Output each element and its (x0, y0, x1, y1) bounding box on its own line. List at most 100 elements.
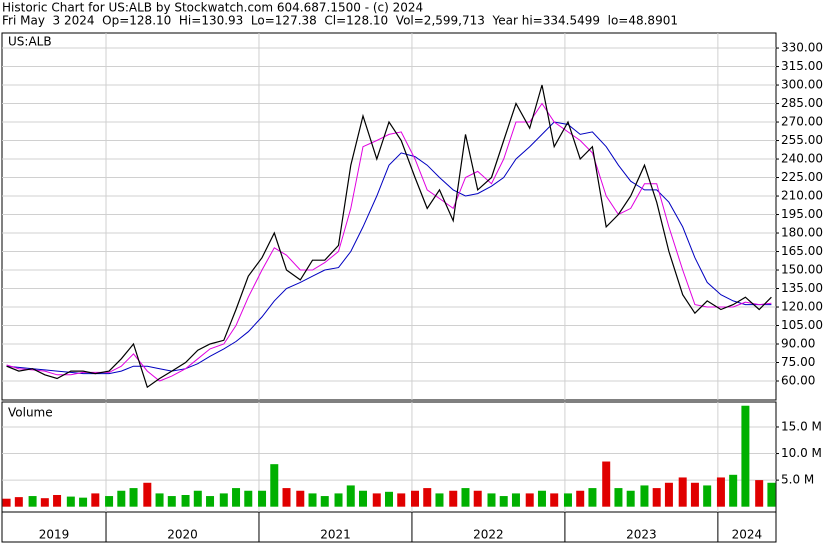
volume-bar (53, 494, 62, 507)
volume-bar (602, 461, 611, 507)
volume-bar (181, 494, 190, 507)
y-tick-label: 105.00 (781, 318, 823, 332)
volume-bar (79, 497, 88, 507)
y-tick-label: 165.00 (781, 244, 823, 258)
volume-bar (755, 480, 764, 507)
volume-bar (91, 493, 100, 507)
volume-bar (652, 488, 661, 507)
volume-bar (358, 490, 367, 507)
volume-bar (14, 497, 23, 507)
y-tick-label: 180.00 (781, 226, 823, 240)
volume-bar (2, 498, 11, 507)
y-tick-label: 195.00 (781, 207, 823, 221)
volume-bar (511, 493, 520, 507)
volume-bar (435, 493, 444, 507)
y-tick-label: 60.00 (781, 374, 815, 388)
y-tick-label: 5.0 M (781, 473, 814, 487)
volume-bar (678, 477, 687, 507)
symbol-label: US:ALB (8, 35, 52, 49)
volume-bar (640, 485, 649, 507)
volume-bar (487, 493, 496, 507)
volume-bar (716, 477, 725, 507)
volume-bar (308, 493, 317, 507)
volume-bar (411, 490, 420, 507)
price-panel (1, 32, 777, 401)
volume-bar (346, 485, 355, 507)
volume-bar (320, 496, 329, 507)
y-tick-label: 225.00 (781, 170, 823, 184)
chart-title: Historic Chart for US:ALB by Stockwatch.… (2, 1, 423, 15)
volume-bar (244, 490, 253, 507)
volume-bar (741, 405, 750, 507)
volume-bar (155, 493, 164, 507)
volume-bar (206, 496, 215, 507)
y-tick-label: 330.00 (781, 41, 823, 55)
quote-line: Fri May 3 2024 Op=128.10 Hi=130.93 Lo=12… (2, 14, 678, 28)
volume-bar (703, 485, 712, 507)
volume-bar (143, 482, 152, 507)
y-tick-label: 10.0 M (781, 446, 822, 460)
volume-bar (499, 496, 508, 507)
volume-bar (334, 493, 343, 507)
volume-bar (588, 488, 597, 507)
y-tick-label: 75.00 (781, 355, 815, 369)
volume-bar (626, 490, 635, 507)
volume-bar (767, 482, 776, 507)
volume-bar (449, 490, 458, 507)
x-tick-label: 2020 (167, 528, 198, 542)
volume-bar (270, 464, 279, 507)
x-tick-label: 2021 (320, 528, 351, 542)
date-axis (1, 511, 777, 543)
volume-bar (729, 474, 738, 507)
y-tick-label: 240.00 (781, 152, 823, 166)
volume-bar (690, 482, 699, 507)
volume-bar (372, 493, 381, 507)
volume-bar (28, 496, 37, 507)
volume-bar (40, 498, 49, 507)
y-tick-label: 15.0 M (781, 419, 822, 433)
x-tick-label: 2022 (473, 528, 504, 542)
volume-bar (563, 493, 572, 507)
volume-bar (193, 490, 202, 507)
volume-bar (258, 490, 267, 507)
volume-bar (397, 493, 406, 507)
volume-bar (167, 496, 176, 507)
volume-bar (537, 490, 546, 507)
y-tick-label: 120.00 (781, 300, 823, 314)
y-tick-label: 255.00 (781, 133, 823, 147)
y-tick-label: 135.00 (781, 281, 823, 295)
x-tick-label: 2023 (626, 528, 657, 542)
volume-bar (385, 491, 393, 507)
volume-bar (296, 490, 305, 507)
x-tick-label: 2019 (39, 528, 70, 542)
volume-bar (232, 488, 241, 507)
volume-bar (550, 493, 559, 507)
y-tick-label: 315.00 (781, 59, 823, 73)
volume-bar (473, 490, 482, 507)
volume-bar (525, 493, 534, 507)
y-tick-label: 285.00 (781, 96, 823, 110)
volume-bar (282, 488, 291, 507)
volume-bar (129, 488, 138, 507)
volume-bar (66, 496, 75, 507)
volume-bar (614, 488, 623, 507)
volume-label: Volume (8, 406, 53, 420)
volume-bar (117, 490, 126, 507)
price-line (6, 102, 772, 382)
volume-bar (576, 490, 585, 507)
volume-bar (461, 488, 470, 507)
y-tick-label: 150.00 (781, 263, 823, 277)
volume-bar (219, 493, 228, 507)
price-line (6, 121, 772, 375)
y-tick-label: 90.00 (781, 337, 815, 351)
y-tick-label: 210.00 (781, 189, 823, 203)
volume-bar (423, 488, 432, 507)
y-tick-label: 270.00 (781, 115, 823, 129)
x-tick-label: 2024 (732, 528, 763, 542)
y-tick-label: 300.00 (781, 78, 823, 92)
price-line (6, 84, 772, 389)
volume-bar (664, 482, 673, 507)
volume-bar (105, 496, 114, 507)
